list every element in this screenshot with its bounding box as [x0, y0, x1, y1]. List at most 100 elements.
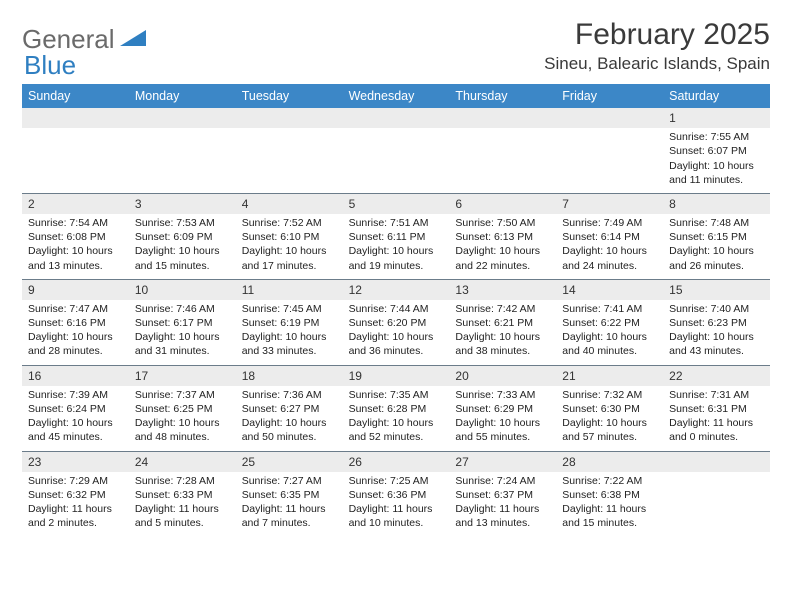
day-number — [449, 108, 556, 128]
day-number: 7 — [556, 194, 663, 214]
day-daylight: Daylight: 11 hours and 5 minutes. — [135, 502, 230, 530]
week-row: 9Sunrise: 7:47 AMSunset: 6:16 PMDaylight… — [22, 279, 770, 365]
day-sunrise: Sunrise: 7:39 AM — [28, 388, 123, 402]
day-cell-empty — [449, 108, 556, 193]
day-number: 17 — [129, 366, 236, 386]
dow-cell: Monday — [129, 84, 236, 108]
day-daylight: Daylight: 10 hours and 22 minutes. — [455, 244, 550, 272]
day-daylight: Daylight: 10 hours and 19 minutes. — [349, 244, 444, 272]
day-number: 19 — [343, 366, 450, 386]
day-sunset: Sunset: 6:25 PM — [135, 402, 230, 416]
day-cell-empty — [556, 108, 663, 193]
day-sunrise: Sunrise: 7:36 AM — [242, 388, 337, 402]
day-daylight: Daylight: 11 hours and 10 minutes. — [349, 502, 444, 530]
day-sunset: Sunset: 6:37 PM — [455, 488, 550, 502]
day-cell: 4Sunrise: 7:52 AMSunset: 6:10 PMDaylight… — [236, 194, 343, 279]
day-cell: 7Sunrise: 7:49 AMSunset: 6:14 PMDaylight… — [556, 194, 663, 279]
day-sunset: Sunset: 6:16 PM — [28, 316, 123, 330]
day-daylight: Daylight: 11 hours and 2 minutes. — [28, 502, 123, 530]
day-sunrise: Sunrise: 7:50 AM — [455, 216, 550, 230]
dow-cell: Tuesday — [236, 84, 343, 108]
day-sunrise: Sunrise: 7:37 AM — [135, 388, 230, 402]
day-sunrise: Sunrise: 7:47 AM — [28, 302, 123, 316]
day-cell-empty — [236, 108, 343, 193]
day-sunset: Sunset: 6:38 PM — [562, 488, 657, 502]
week-row: 2Sunrise: 7:54 AMSunset: 6:08 PMDaylight… — [22, 193, 770, 279]
day-number: 11 — [236, 280, 343, 300]
day-daylight: Daylight: 10 hours and 11 minutes. — [669, 159, 764, 187]
month-title: February 2025 — [544, 18, 770, 52]
day-sunrise: Sunrise: 7:45 AM — [242, 302, 337, 316]
day-sunrise: Sunrise: 7:55 AM — [669, 130, 764, 144]
day-number: 5 — [343, 194, 450, 214]
day-number: 13 — [449, 280, 556, 300]
day-daylight: Daylight: 11 hours and 15 minutes. — [562, 502, 657, 530]
day-number — [22, 108, 129, 128]
day-number: 18 — [236, 366, 343, 386]
week-row: 16Sunrise: 7:39 AMSunset: 6:24 PMDayligh… — [22, 365, 770, 451]
day-sunrise: Sunrise: 7:24 AM — [455, 474, 550, 488]
day-sunset: Sunset: 6:29 PM — [455, 402, 550, 416]
day-sunset: Sunset: 6:09 PM — [135, 230, 230, 244]
day-cell-empty — [22, 108, 129, 193]
day-sunrise: Sunrise: 7:22 AM — [562, 474, 657, 488]
calendar-body: 1Sunrise: 7:55 AMSunset: 6:07 PMDaylight… — [22, 108, 770, 536]
day-number: 28 — [556, 452, 663, 472]
day-cell: 8Sunrise: 7:48 AMSunset: 6:15 PMDaylight… — [663, 194, 770, 279]
day-cell: 16Sunrise: 7:39 AMSunset: 6:24 PMDayligh… — [22, 366, 129, 451]
day-number: 6 — [449, 194, 556, 214]
day-number — [343, 108, 450, 128]
day-cell: 2Sunrise: 7:54 AMSunset: 6:08 PMDaylight… — [22, 194, 129, 279]
week-row: 23Sunrise: 7:29 AMSunset: 6:32 PMDayligh… — [22, 451, 770, 537]
day-daylight: Daylight: 10 hours and 28 minutes. — [28, 330, 123, 358]
day-cell: 10Sunrise: 7:46 AMSunset: 6:17 PMDayligh… — [129, 280, 236, 365]
day-cell: 18 Sunrise: 7:36 AMSunset: 6:27 PMDayligh… — [236, 366, 343, 451]
day-sunrise: Sunrise: 7:54 AM — [28, 216, 123, 230]
day-daylight: Daylight: 10 hours and 17 minutes. — [242, 244, 337, 272]
day-sunrise: Sunrise: 7:33 AM — [455, 388, 550, 402]
day-daylight: Daylight: 10 hours and 50 minutes. — [242, 416, 337, 444]
day-cell: 6Sunrise: 7:50 AMSunset: 6:13 PMDaylight… — [449, 194, 556, 279]
day-sunset: Sunset: 6:30 PM — [562, 402, 657, 416]
day-sunset: Sunset: 6:24 PM — [28, 402, 123, 416]
day-number: 25 — [236, 452, 343, 472]
day-daylight: Daylight: 11 hours and 0 minutes. — [669, 416, 764, 444]
day-number: 21 — [556, 366, 663, 386]
day-number: 8 — [663, 194, 770, 214]
day-cell: 19Sunrise: 7:35 AMSunset: 6:28 PMDayligh… — [343, 366, 450, 451]
dow-cell: Saturday — [663, 84, 770, 108]
day-cell: 22Sunrise: 7:31 AMSunset: 6:31 PMDayligh… — [663, 366, 770, 451]
day-sunrise: Sunrise: 7:41 AM — [562, 302, 657, 316]
week-row: 1Sunrise: 7:55 AMSunset: 6:07 PMDaylight… — [22, 108, 770, 193]
day-sunset: Sunset: 6:33 PM — [135, 488, 230, 502]
day-sunset: Sunset: 6:21 PM — [455, 316, 550, 330]
day-number: 15 — [663, 280, 770, 300]
day-sunset: Sunset: 6:07 PM — [669, 144, 764, 158]
day-number: 3 — [129, 194, 236, 214]
day-number: 9 — [22, 280, 129, 300]
day-sunset: Sunset: 6:27 PM — [242, 402, 337, 416]
day-cell: 24Sunrise: 7:28 AMSunset: 6:33 PMDayligh… — [129, 452, 236, 537]
day-sunrise: Sunrise: 7:25 AM — [349, 474, 444, 488]
day-number: 2 — [22, 194, 129, 214]
day-number: 14 — [556, 280, 663, 300]
day-sunrise: Sunrise: 7:27 AM — [242, 474, 337, 488]
day-cell-empty — [663, 452, 770, 537]
day-sunset: Sunset: 6:36 PM — [349, 488, 444, 502]
day-sunrise: Sunrise: 7:31 AM — [669, 388, 764, 402]
day-number: 23 — [22, 452, 129, 472]
day-cell: 25Sunrise: 7:27 AMSunset: 6:35 PMDayligh… — [236, 452, 343, 537]
day-daylight: Daylight: 10 hours and 48 minutes. — [135, 416, 230, 444]
day-cell: 20Sunrise: 7:33 AMSunset: 6:29 PMDayligh… — [449, 366, 556, 451]
day-sunrise: Sunrise: 7:52 AM — [242, 216, 337, 230]
day-sunset: Sunset: 6:10 PM — [242, 230, 337, 244]
day-cell: 5Sunrise: 7:51 AMSunset: 6:11 PMDaylight… — [343, 194, 450, 279]
day-daylight: Daylight: 10 hours and 45 minutes. — [28, 416, 123, 444]
day-of-week-header: SundayMondayTuesdayWednesdayThursdayFrid… — [22, 84, 770, 108]
day-sunset: Sunset: 6:11 PM — [349, 230, 444, 244]
day-sunrise: Sunrise: 7:48 AM — [669, 216, 764, 230]
day-sunset: Sunset: 6:28 PM — [349, 402, 444, 416]
calendar: SundayMondayTuesdayWednesdayThursdayFrid… — [22, 84, 770, 536]
day-daylight: Daylight: 10 hours and 36 minutes. — [349, 330, 444, 358]
day-sunrise: Sunrise: 7:44 AM — [349, 302, 444, 316]
